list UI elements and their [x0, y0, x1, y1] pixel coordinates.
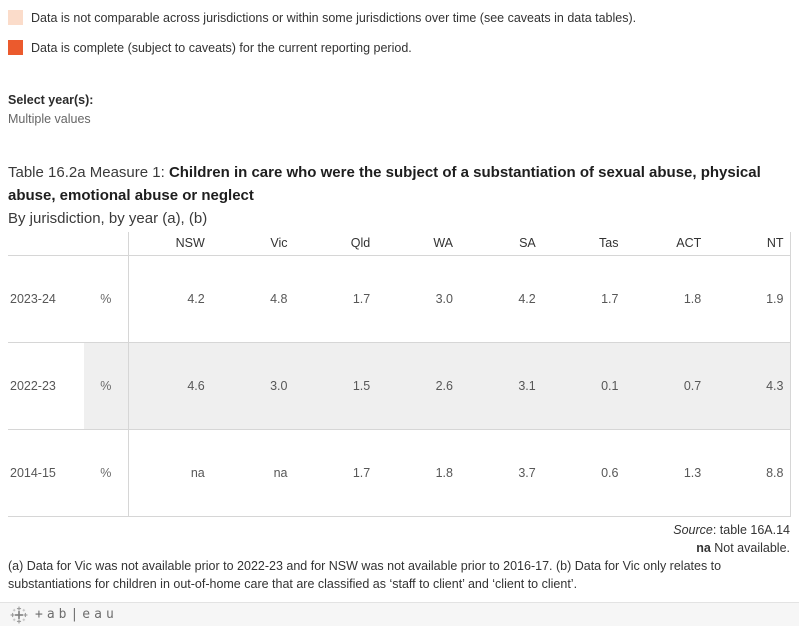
source-text: : table 16A.14: [712, 523, 790, 537]
table-title-prefix: Table 16.2a Measure 1:: [8, 164, 169, 181]
cell-nt[interactable]: 1.9: [707, 255, 791, 343]
data-table: NSW Vic Qld WA SA Tas ACT NT 2023-24 % 4…: [8, 232, 791, 517]
tableau-logo[interactable]: +ab|eau: [10, 606, 118, 624]
table-row-2014-15: 2014-15 % na na 1.7 1.8 3.7 0.6 1.3 8.8: [8, 429, 791, 517]
column-header-row: NSW Vic Qld WA SA Tas ACT NT: [8, 232, 791, 256]
cell-act[interactable]: 1.3: [624, 429, 708, 517]
cell-wa[interactable]: 3.0: [376, 255, 459, 343]
unit-label[interactable]: %: [84, 255, 128, 343]
legend-label: Data is complete (subject to caveats) fo…: [31, 40, 412, 55]
unit-label[interactable]: %: [84, 429, 128, 517]
row-header-spacer: [8, 232, 84, 256]
cell-act[interactable]: 1.8: [624, 255, 708, 343]
cell-qld[interactable]: 1.7: [293, 255, 377, 343]
tableau-wordmark: +ab|eau: [35, 607, 118, 622]
tableau-sparkle-icon: [10, 606, 28, 623]
unit-label[interactable]: %: [84, 342, 128, 430]
source-label: Source: [673, 523, 713, 537]
cell-sa[interactable]: 3.1: [459, 342, 542, 430]
column-header-vic[interactable]: Vic: [210, 232, 294, 256]
table-title-block: Table 16.2a Measure 1: Children in care …: [8, 161, 784, 230]
cell-nsw[interactable]: 4.6: [127, 342, 211, 430]
cell-tas[interactable]: 0.6: [541, 429, 625, 517]
na-text: Not available.: [710, 541, 790, 555]
source-note: Source: table 16A.14: [673, 521, 790, 539]
column-header-nsw[interactable]: NSW: [127, 232, 211, 256]
data-table-wrap: NSW Vic Qld WA SA Tas ACT NT 2023-24 % 4…: [8, 232, 791, 517]
cell-qld[interactable]: 1.5: [293, 342, 377, 430]
cell-qld[interactable]: 1.7: [293, 429, 377, 517]
cell-nsw[interactable]: 4.2: [127, 255, 211, 343]
cell-wa[interactable]: 2.6: [376, 342, 459, 430]
unit-header-spacer: [84, 232, 128, 256]
column-header-tas[interactable]: Tas: [541, 232, 625, 256]
na-label: na: [696, 541, 711, 555]
table-row-2022-23: 2022-23 % 4.6 3.0 1.5 2.6 3.1 0.1 0.7 4.…: [8, 342, 791, 430]
column-header-wa[interactable]: WA: [376, 232, 459, 256]
column-header-nt[interactable]: NT: [707, 232, 791, 256]
row-label[interactable]: 2023-24: [8, 255, 84, 343]
table-title: Table 16.2a Measure 1: Children in care …: [8, 161, 784, 207]
table-notes: Source: table 16A.14 na Not available.: [673, 521, 790, 557]
column-header-qld[interactable]: Qld: [293, 232, 377, 256]
comparability-legend: Data is not comparable across jurisdicti…: [8, 10, 636, 70]
table-title-main: Children in care who were the subject of…: [8, 164, 761, 204]
legend-swatch-not-comparable: [8, 10, 23, 25]
cell-vic[interactable]: 4.8: [210, 255, 294, 343]
na-note: na Not available.: [673, 539, 790, 557]
cell-nt[interactable]: 8.8: [707, 429, 791, 517]
cell-tas[interactable]: 0.1: [541, 342, 625, 430]
tableau-toolbar: +ab|eau: [0, 602, 799, 626]
cell-wa[interactable]: 1.8: [376, 429, 459, 517]
footnote: (a) Data for Vic was not available prior…: [8, 559, 722, 591]
table-row-2023-24: 2023-24 % 4.2 4.8 1.7 3.0 4.2 1.7 1.8 1.…: [8, 255, 791, 343]
legend-swatch-complete: [8, 40, 23, 55]
legend-label: Data is not comparable across jurisdicti…: [31, 10, 637, 25]
year-filter-label: Select year(s):: [8, 93, 94, 107]
cell-sa[interactable]: 4.2: [459, 255, 542, 343]
year-filter-dropdown[interactable]: Multiple values: [8, 112, 91, 126]
table-subtitle: By jurisdiction, by year (a), (b): [8, 210, 208, 227]
cell-vic[interactable]: 3.0: [210, 342, 294, 430]
row-label[interactable]: 2022-23: [8, 342, 84, 430]
legend-item-complete[interactable]: Data is complete (subject to caveats) fo…: [8, 40, 636, 55]
column-header-sa[interactable]: SA: [459, 232, 542, 256]
legend-item-not-comparable[interactable]: Data is not comparable across jurisdicti…: [8, 10, 636, 25]
row-label[interactable]: 2014-15: [8, 429, 84, 517]
cell-act[interactable]: 0.7: [624, 342, 708, 430]
cell-nt[interactable]: 4.3: [707, 342, 791, 430]
year-filter: Select year(s): Multiple values: [8, 93, 93, 126]
column-header-act[interactable]: ACT: [624, 232, 708, 256]
cell-nsw[interactable]: na: [127, 429, 211, 517]
cell-sa[interactable]: 3.7: [459, 429, 542, 517]
cell-tas[interactable]: 1.7: [541, 255, 625, 343]
cell-vic[interactable]: na: [210, 429, 294, 517]
